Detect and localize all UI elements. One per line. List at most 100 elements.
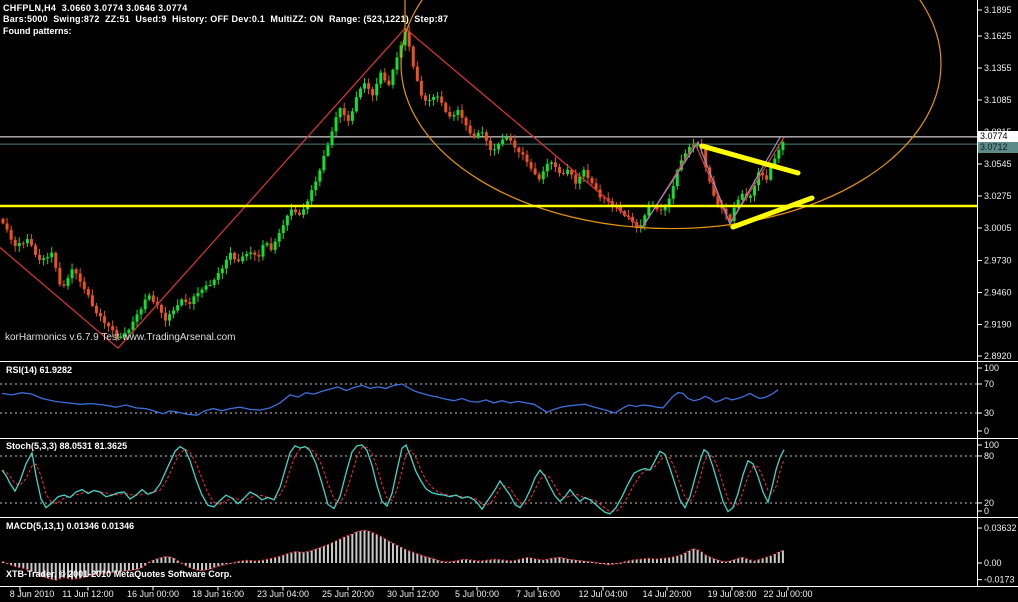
macd-bar (473, 560, 476, 563)
macd-bar (50, 563, 53, 580)
candle-body (387, 80, 391, 85)
candle-body (371, 88, 375, 96)
candle-body (17, 243, 21, 246)
candle-body (464, 117, 468, 126)
macd-bar (306, 551, 309, 563)
macd-bar (245, 560, 248, 563)
stoch-panel (0, 443, 977, 515)
macd-bar (603, 563, 606, 565)
candle-body (643, 215, 647, 226)
time-axis-label: 7 Jul 16:00 (515, 589, 561, 599)
macd-bar (720, 561, 723, 563)
time-axis-label: 18 Jun 16:00 (191, 589, 245, 599)
candle-body (253, 252, 257, 255)
main-price-panel (0, 0, 977, 350)
candle-body (249, 252, 253, 254)
candle-body (228, 252, 232, 260)
candle-body (330, 131, 334, 146)
candle-body (94, 305, 98, 314)
time-axis-label: 19 Jul 08:00 (707, 589, 757, 599)
macd-bar (432, 558, 435, 563)
macd-bar (119, 563, 122, 572)
macd-bar (570, 559, 573, 563)
candle-body (505, 137, 509, 140)
candle-body (354, 97, 358, 112)
macd-bar (631, 560, 634, 563)
macd-bar (595, 562, 598, 564)
macd-bar (643, 558, 646, 563)
macd-bar (538, 559, 541, 563)
candle-body (111, 326, 115, 331)
macd-bar (278, 556, 281, 563)
rsi-axis-label: 0 (984, 426, 989, 436)
macd-bar (152, 560, 155, 563)
macd-bar (298, 551, 301, 563)
candle-body (574, 174, 578, 184)
macd-bar (635, 559, 638, 563)
macd-bar (131, 563, 134, 571)
candle-body (204, 285, 208, 290)
candle-body (752, 185, 756, 196)
candle-body (131, 321, 135, 330)
macd-bar (168, 556, 171, 563)
candle-body (358, 88, 362, 98)
macd-bar (270, 558, 273, 563)
yellow-trendline-lower (730, 195, 815, 230)
macd-bar (745, 558, 748, 563)
candle-body (529, 162, 533, 169)
yellow-trendline-upper (699, 143, 801, 176)
candle-body (683, 153, 687, 161)
candle-body (338, 108, 342, 118)
candle-body (671, 186, 675, 199)
macd-bar (639, 559, 642, 563)
macd-bar (521, 558, 524, 563)
candle-body (322, 155, 326, 171)
macd-bar (655, 559, 658, 563)
candle-body (289, 209, 293, 216)
price-axis-label: 3.1355 (984, 63, 1012, 73)
candle-body (570, 169, 574, 175)
candle-body (298, 212, 302, 215)
candle-body (192, 296, 196, 304)
candle-body (38, 254, 42, 260)
candle-body (172, 310, 176, 315)
macd-bar (777, 552, 780, 563)
macd-bar (127, 563, 130, 571)
macd-bar (229, 563, 232, 564)
macd-bar (34, 563, 37, 574)
candle-body (342, 108, 346, 116)
macd-bar (465, 559, 468, 563)
candle-body (159, 304, 163, 313)
price-axis[interactable]: 3.18953.16253.13553.10853.08153.05453.02… (977, 5, 1017, 585)
macd-bar (83, 563, 86, 578)
rsi-axis-label: 70 (984, 379, 994, 389)
stoch-main-line (1, 443, 785, 515)
candle-body (631, 216, 635, 223)
platform-copyright: XTB-Trader, © 2001-2010 MetaQuotes Softw… (6, 569, 232, 579)
macd-bar (123, 563, 126, 572)
candle-body (582, 169, 586, 177)
macd-bar (700, 551, 703, 563)
candle-body (119, 336, 123, 339)
rsi-axis-label: 30 (984, 408, 994, 418)
candle-body (391, 69, 395, 85)
macd-bar (550, 558, 553, 563)
candle-body (208, 285, 212, 287)
macd-bar (371, 532, 374, 563)
candle-body (50, 252, 54, 258)
candle-body (139, 309, 143, 315)
macd-bar (534, 558, 537, 563)
macd-bar (217, 563, 220, 567)
macd-bar (660, 558, 663, 563)
candle-body (13, 239, 17, 246)
macd-bar (469, 559, 472, 563)
macd-bar (712, 558, 715, 563)
macd-bar (725, 561, 728, 563)
candle-body (224, 259, 228, 269)
time-axis[interactable]: 8 Jun 2010 11 Jun 12:00 16 Jun 00:00 18 Jun… (0, 589, 1018, 602)
candle-body (395, 57, 399, 70)
macd-bar (172, 558, 175, 563)
candle-body (602, 197, 606, 199)
candle-body (233, 252, 237, 260)
